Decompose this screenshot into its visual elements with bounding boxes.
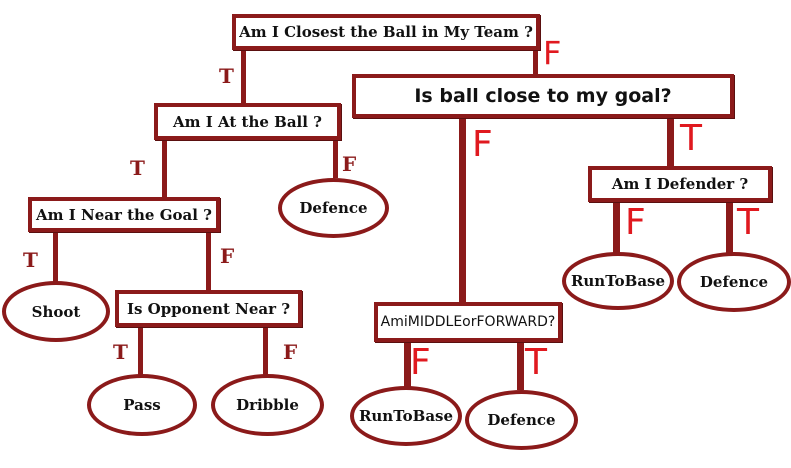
edge-defender-false-line xyxy=(613,200,620,255)
node-closest-to-ball: Am I Closest the Ball in My Team ? xyxy=(232,14,540,50)
label-neargoal-true: T xyxy=(23,248,38,272)
label-goalclose-false: F xyxy=(472,124,493,165)
leaf-defence-1: Defence xyxy=(278,178,389,238)
label-opponent-false: F xyxy=(283,340,298,364)
leaf-defence-2: Defence xyxy=(677,252,791,312)
node-at-the-ball: Am I At the Ball ? xyxy=(154,103,341,140)
node-near-the-goal: Am I Near the Goal ? xyxy=(28,197,220,232)
leaf-pass: Pass xyxy=(87,374,197,436)
label-atball-true: T xyxy=(130,156,145,180)
label-neargoal-false: F xyxy=(220,244,235,268)
edge-closest-true-line xyxy=(241,48,246,103)
leaf-dribble: Dribble xyxy=(211,374,324,436)
label-opponent-true: T xyxy=(113,340,128,364)
edge-defender-true-line xyxy=(726,200,733,255)
leaf-shoot: Shoot xyxy=(2,281,110,342)
node-middle-or-forward: AmiMIDDLEorFORWARD? xyxy=(374,302,562,342)
edge-neargoal-false-line xyxy=(206,230,211,290)
edge-midfwd-false-line xyxy=(404,340,411,390)
edge-goalclose-true-line xyxy=(667,116,674,166)
label-midfwd-false: F xyxy=(410,342,431,383)
leaf-runtobase-2: RunToBase xyxy=(350,386,462,446)
label-defender-false: F xyxy=(625,202,646,243)
edge-goalclose-false-line xyxy=(459,116,466,302)
edge-neargoal-true-line xyxy=(53,230,58,282)
node-opponent-near: Is Opponent Near ? xyxy=(115,290,302,327)
leaf-runtobase-1: RunToBase xyxy=(562,252,674,310)
label-closest-true: T xyxy=(219,64,234,88)
edge-midfwd-true-line xyxy=(517,340,524,390)
label-midfwd-true: T xyxy=(525,342,547,383)
label-defender-true: T xyxy=(737,202,759,243)
edge-atball-true-line xyxy=(162,140,167,198)
label-closest-false: F xyxy=(543,34,562,72)
leaf-defence-3: Defence xyxy=(465,390,578,450)
label-goalclose-true: T xyxy=(680,118,702,159)
edge-atball-false-line xyxy=(333,140,338,178)
edge-closest-false-line xyxy=(533,48,538,74)
node-defender-check: Am I Defender ? xyxy=(588,166,772,202)
node-ball-close-to-goal: Is ball close to my goal? xyxy=(352,74,734,118)
edge-opponent-true-line xyxy=(138,325,143,375)
edge-opponent-false-line xyxy=(263,325,268,375)
label-atball-false: F xyxy=(342,152,357,176)
